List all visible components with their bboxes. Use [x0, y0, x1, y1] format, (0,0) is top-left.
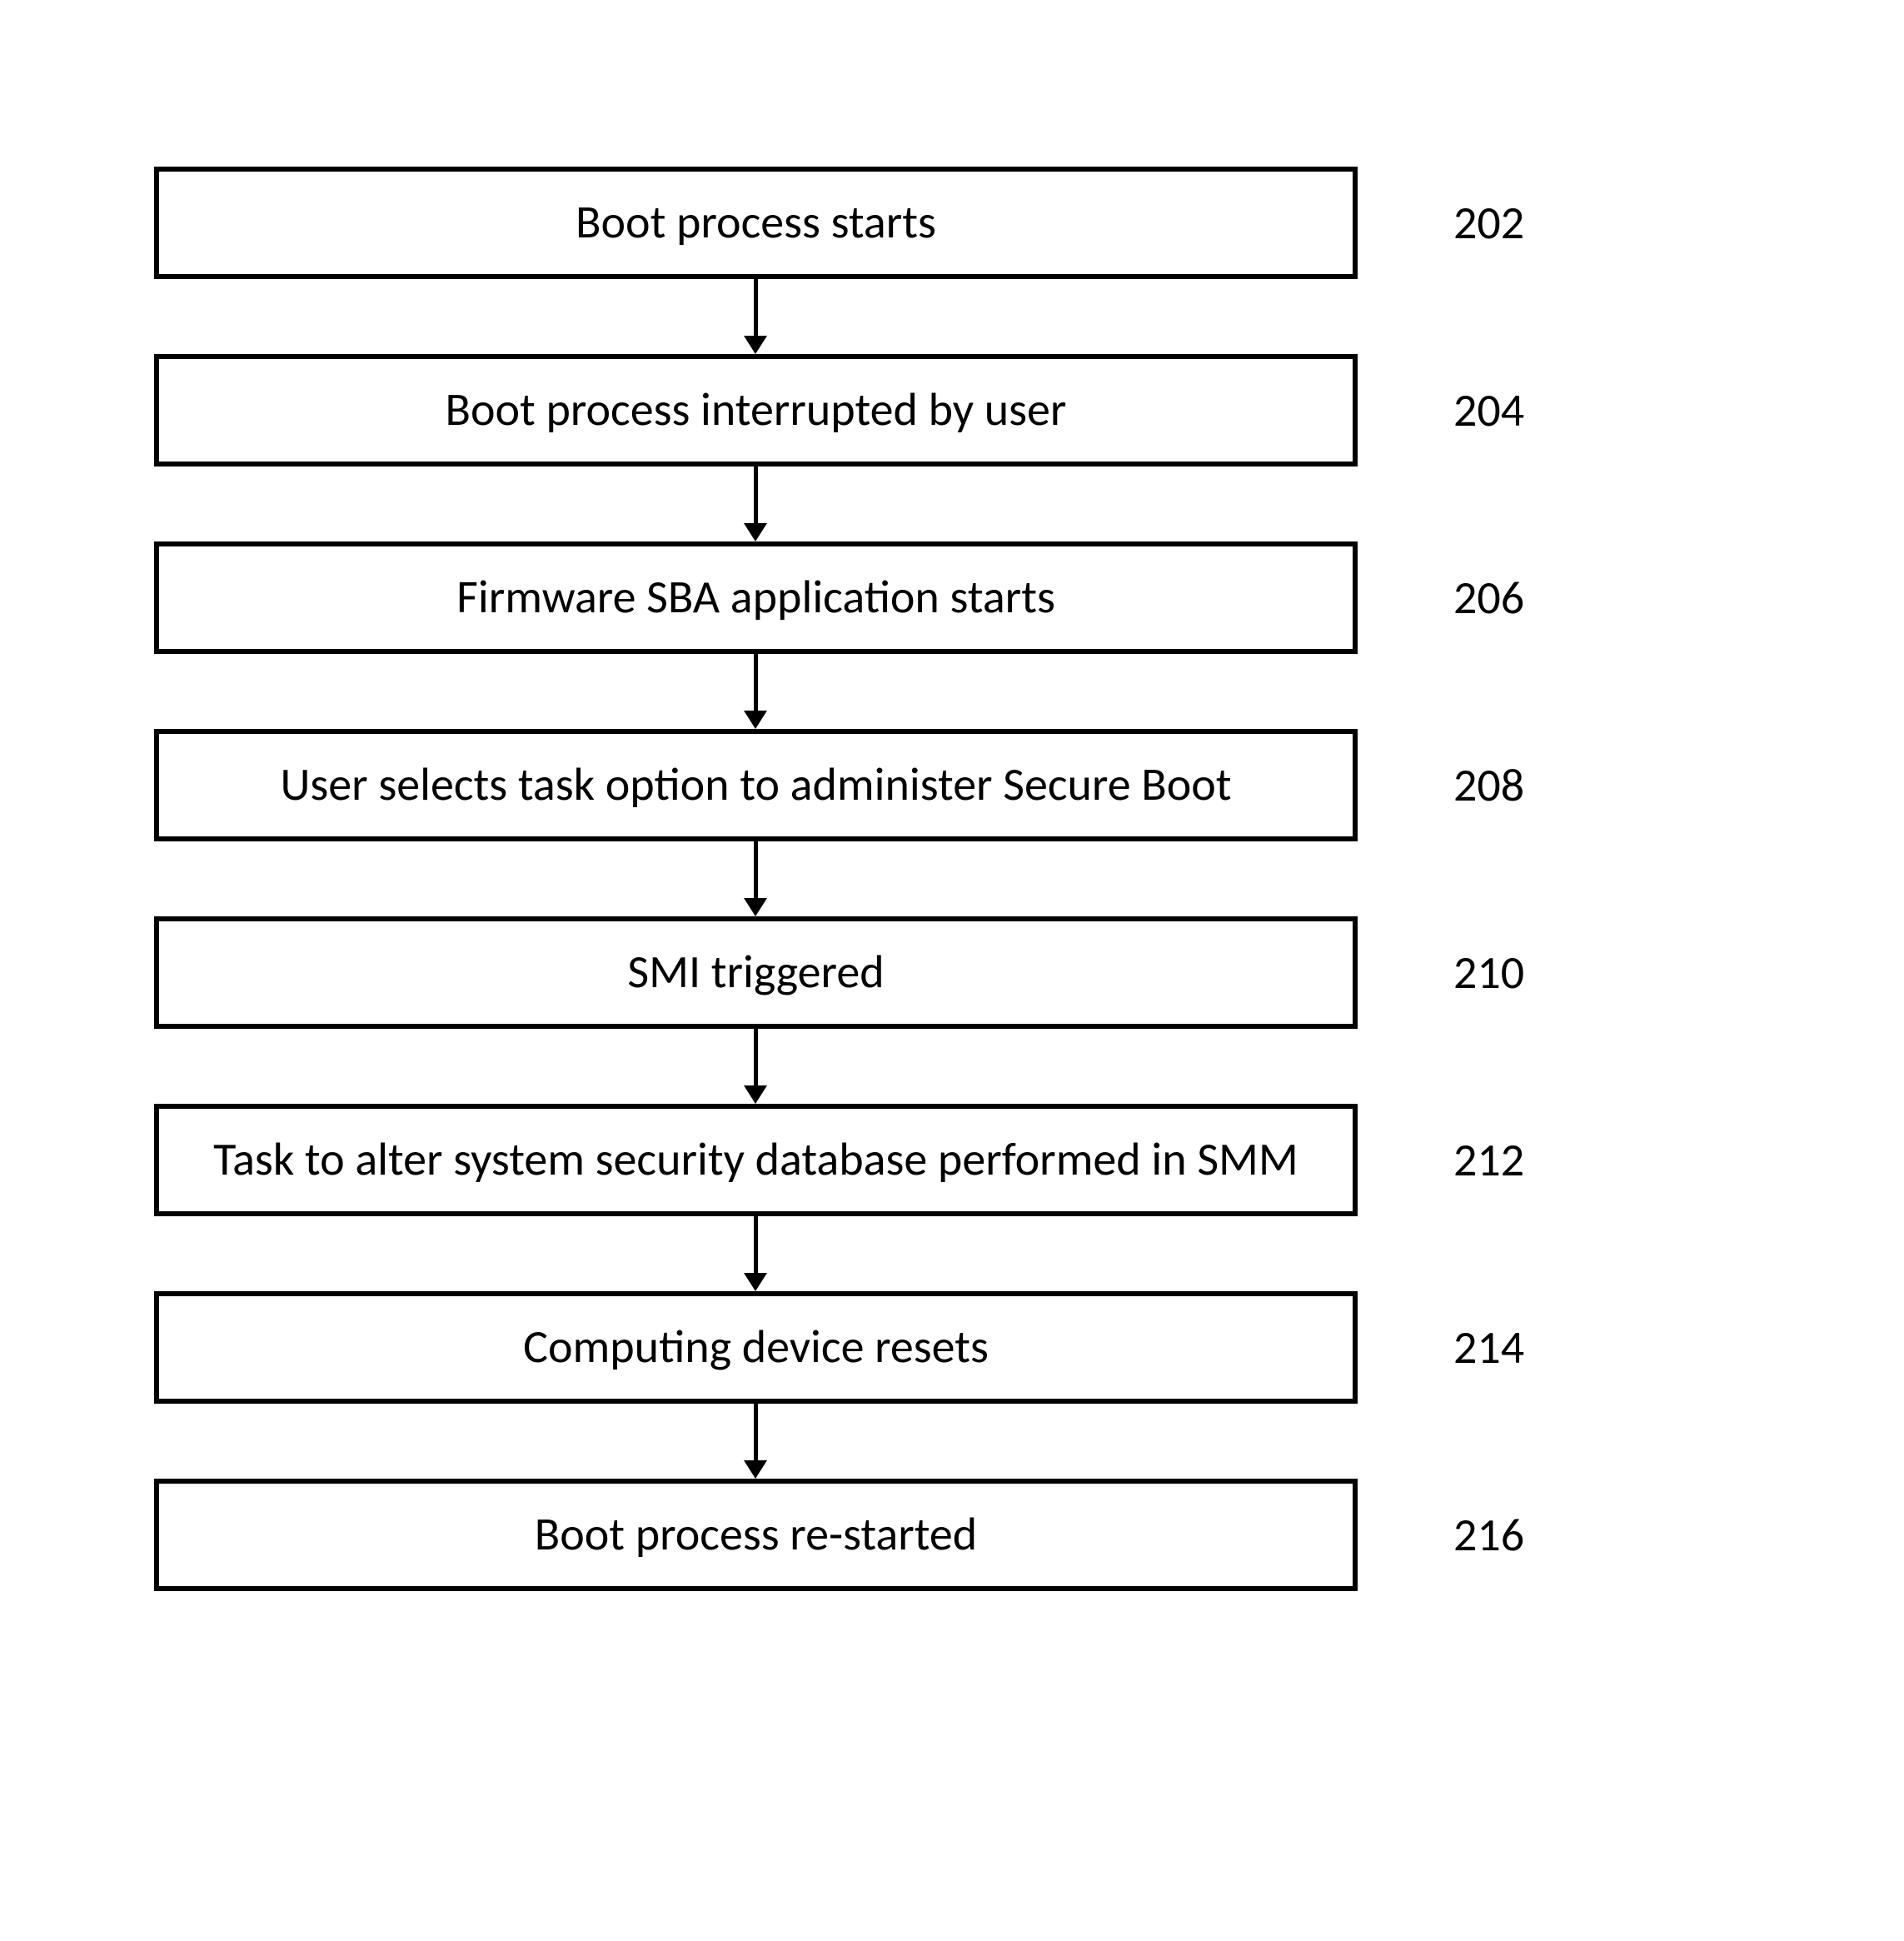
- arrow-head-icon: [744, 711, 767, 729]
- flow-step-text: Boot process starts: [576, 196, 936, 249]
- flow-step-text: Boot process re-started: [535, 1508, 977, 1561]
- flow-step-206: Firmware SBA application starts: [154, 541, 1358, 654]
- flow-step-label-204: 204: [1453, 354, 1662, 467]
- arrow-head-icon: [744, 1460, 767, 1479]
- flow-step-text: Boot process interrupted by user: [446, 383, 1067, 437]
- flow-step-212: Task to alter system security database p…: [154, 1104, 1358, 1216]
- flow-step-id: 204: [1453, 382, 1524, 439]
- flow-step-label-206: 206: [1453, 541, 1662, 654]
- arrow-shaft: [754, 279, 758, 339]
- flow-step-label-212: 212: [1453, 1104, 1662, 1216]
- flow-step-text: User selects task option to administer S…: [280, 758, 1231, 811]
- flow-step-id: 214: [1453, 1320, 1524, 1376]
- arrow-shaft: [754, 654, 758, 714]
- flow-step-202: Boot process starts: [154, 167, 1358, 279]
- arrow-shaft: [754, 1404, 758, 1464]
- flow-step-id: 212: [1453, 1132, 1524, 1189]
- flow-step-214: Computing device resets: [154, 1291, 1358, 1404]
- flow-arrow: [739, 654, 772, 729]
- flow-step-id: 216: [1453, 1507, 1524, 1564]
- flow-arrow: [739, 1216, 772, 1291]
- flow-step-id: 210: [1453, 945, 1524, 1001]
- flow-step-id: 208: [1453, 757, 1524, 814]
- flow-arrow: [739, 1404, 772, 1479]
- flow-step-label-210: 210: [1453, 916, 1662, 1029]
- flow-step-216: Boot process re-started: [154, 1479, 1358, 1591]
- flowchart-canvas: Boot process starts 202 Boot process inter…: [0, 0, 1904, 1941]
- flow-arrow: [739, 279, 772, 354]
- flow-step-label-214: 214: [1453, 1291, 1662, 1404]
- flow-step-text: Firmware SBA application starts: [456, 571, 1055, 624]
- flow-step-label-216: 216: [1453, 1479, 1662, 1591]
- arrow-head-icon: [744, 523, 767, 541]
- arrow-head-icon: [744, 898, 767, 916]
- flow-step-id: 202: [1453, 195, 1524, 252]
- arrow-head-icon: [744, 336, 767, 354]
- flow-step-text: Task to alter system security database p…: [213, 1133, 1298, 1186]
- arrow-shaft: [754, 1216, 758, 1276]
- arrow-head-icon: [744, 1085, 767, 1104]
- flow-step-text: Computing device resets: [523, 1320, 989, 1374]
- flow-step-label-202: 202: [1453, 167, 1662, 279]
- flow-step-204: Boot process interrupted by user: [154, 354, 1358, 467]
- flow-step-id: 206: [1453, 570, 1524, 626]
- arrow-shaft: [754, 1029, 758, 1089]
- arrow-shaft: [754, 467, 758, 526]
- flow-arrow: [739, 1029, 772, 1104]
- arrow-head-icon: [744, 1273, 767, 1291]
- flow-arrow: [739, 467, 772, 541]
- flow-step-208: User selects task option to administer S…: [154, 729, 1358, 841]
- flow-step-text: SMI triggered: [627, 946, 884, 999]
- flow-step-210: SMI triggered: [154, 916, 1358, 1029]
- arrow-shaft: [754, 841, 758, 901]
- flow-arrow: [739, 841, 772, 916]
- flow-step-label-208: 208: [1453, 729, 1662, 841]
